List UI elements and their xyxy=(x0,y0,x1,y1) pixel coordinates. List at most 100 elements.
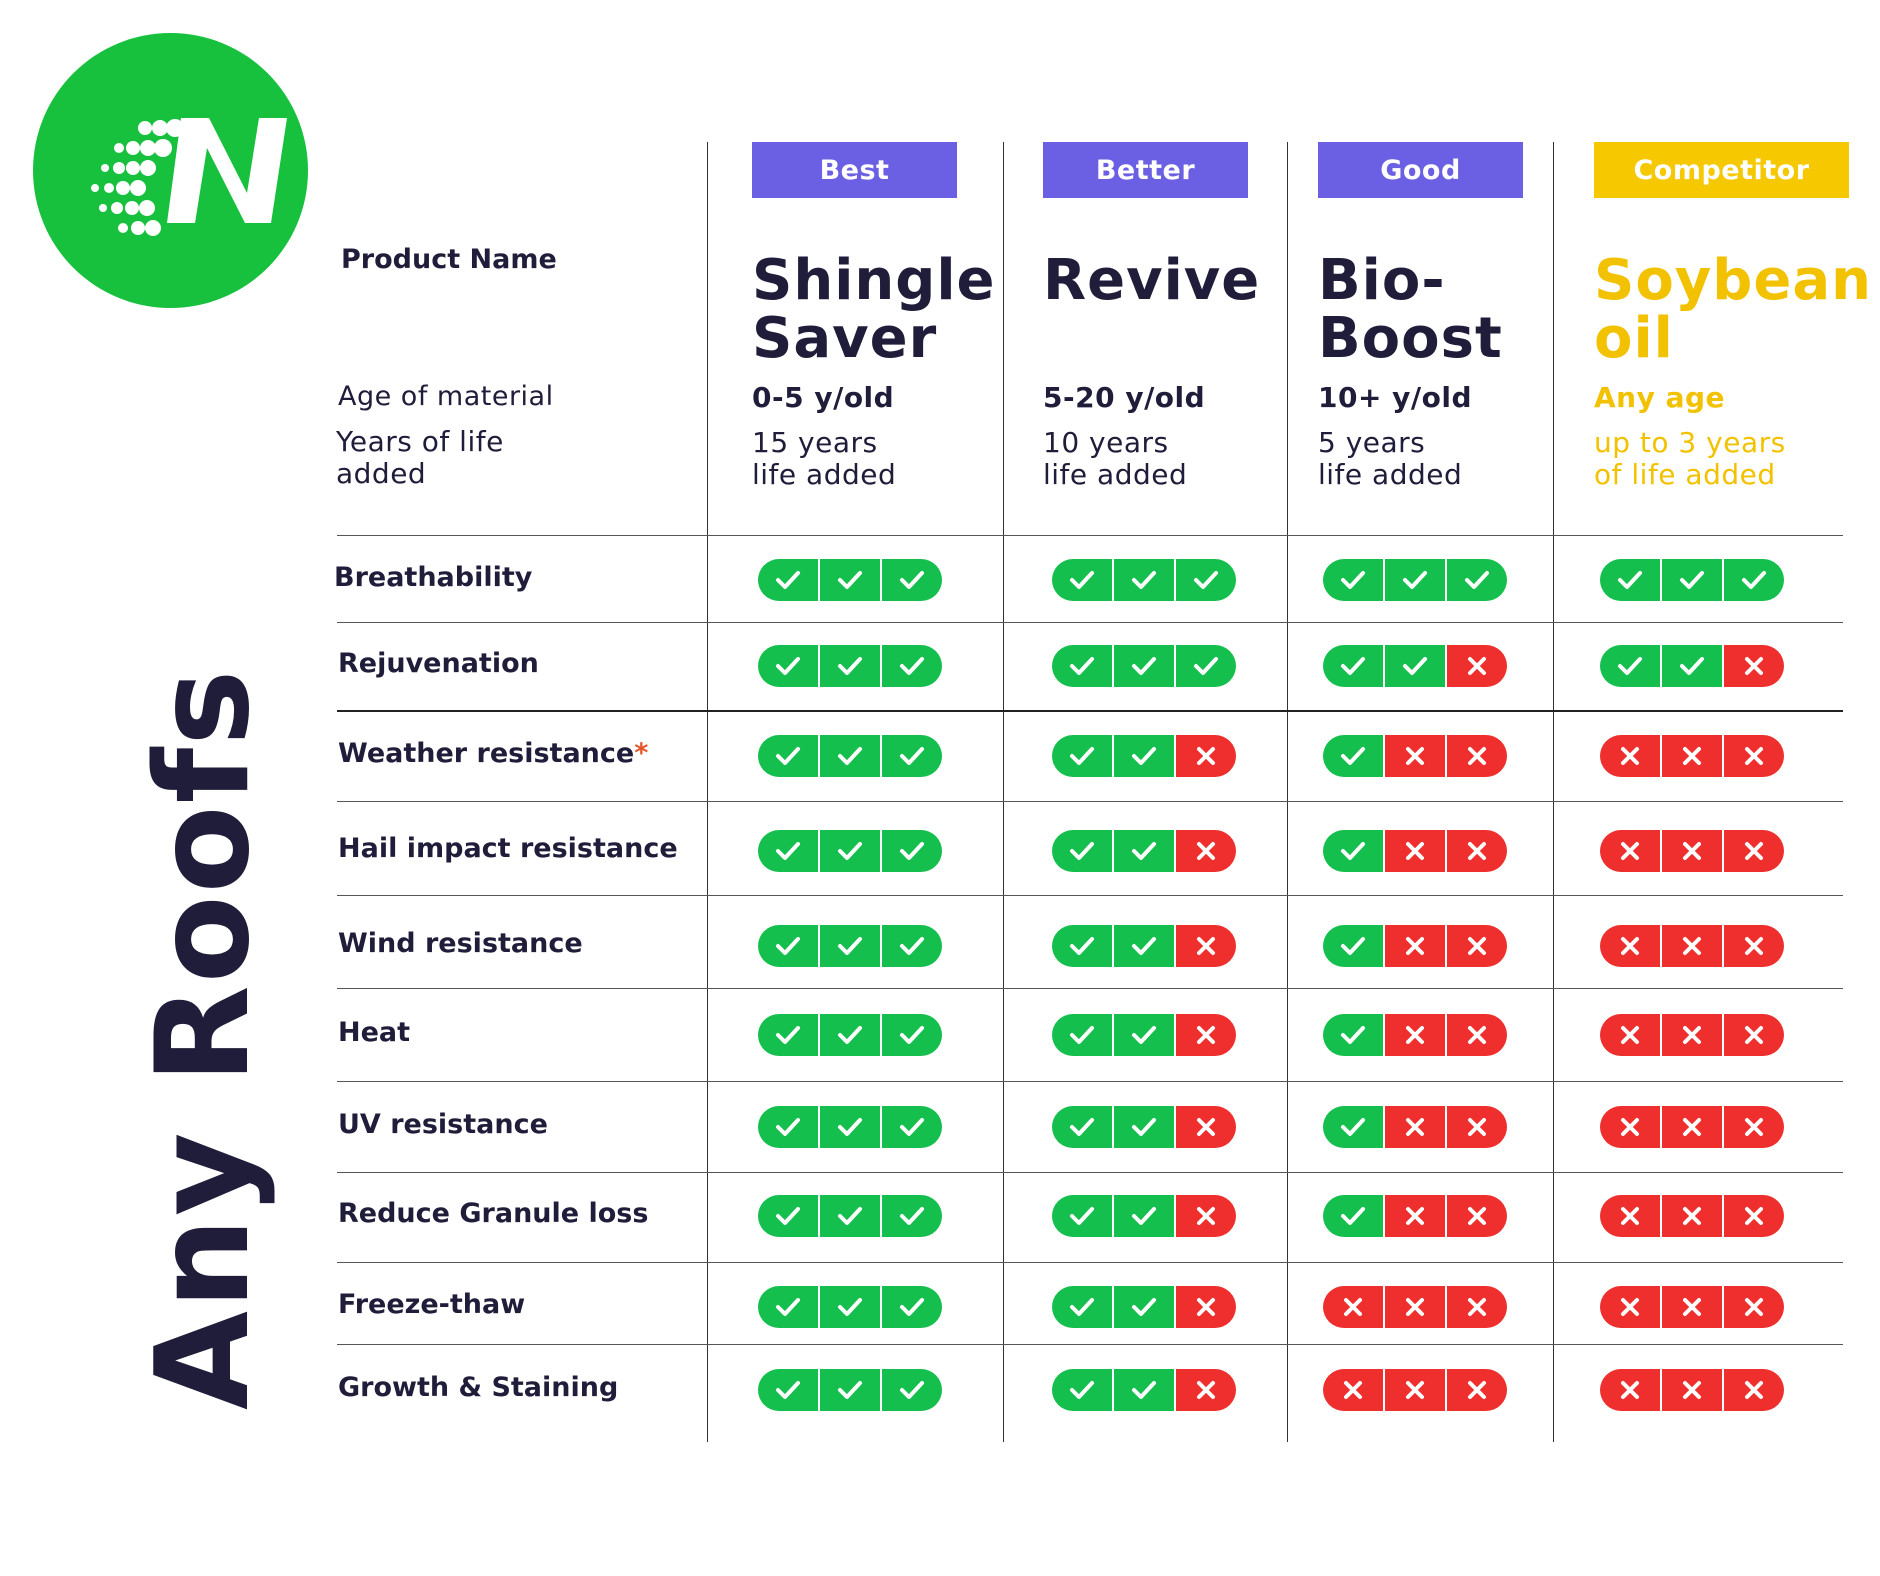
row-label: Breathability xyxy=(334,562,532,593)
life-added-value: 15 years life added xyxy=(752,426,897,491)
check-icon xyxy=(1323,925,1383,967)
rating-pill xyxy=(1600,735,1784,777)
x-icon xyxy=(1445,925,1507,967)
rating-pill xyxy=(1323,1286,1507,1328)
row-label-text: UV resistance xyxy=(338,1109,548,1140)
x-icon xyxy=(1660,735,1722,777)
row-label: Freeze-thaw xyxy=(338,1289,525,1320)
check-icon xyxy=(880,925,942,967)
row-label: Wind resistance xyxy=(338,928,583,959)
rating-pill xyxy=(1600,559,1784,601)
rating-pill xyxy=(1052,1106,1236,1148)
check-icon xyxy=(1323,1106,1383,1148)
life-added-value: 10 years life added xyxy=(1043,426,1188,491)
product-name: Bio- Boost xyxy=(1318,248,1503,371)
x-icon xyxy=(1174,735,1236,777)
check-icon xyxy=(1323,645,1383,687)
check-icon xyxy=(818,1286,880,1328)
side-title: Any Roofs xyxy=(129,667,278,1411)
x-icon xyxy=(1174,1369,1236,1411)
years-of-life-label: Years of life added xyxy=(336,425,504,490)
age-of-material-value: 10+ y/old xyxy=(1318,381,1473,414)
rating-pill xyxy=(1600,1195,1784,1237)
row-label: Rejuvenation xyxy=(338,648,539,679)
check-icon xyxy=(880,1286,942,1328)
rating-pill xyxy=(1600,1106,1784,1148)
rating-pill xyxy=(1323,645,1507,687)
check-icon xyxy=(1112,1369,1174,1411)
tier-badge: Better xyxy=(1043,142,1248,198)
rating-pill xyxy=(1052,1286,1236,1328)
row-divider xyxy=(337,622,1843,623)
row-label-text: Freeze-thaw xyxy=(338,1289,526,1320)
x-icon xyxy=(1660,1195,1722,1237)
rating-pill xyxy=(1323,1014,1507,1056)
rating-pill xyxy=(1052,735,1236,777)
rating-pill xyxy=(1600,1014,1784,1056)
check-icon xyxy=(1600,645,1660,687)
x-icon xyxy=(1600,1369,1660,1411)
check-icon xyxy=(1112,735,1174,777)
check-icon xyxy=(880,1369,942,1411)
row-label-text: Rejuvenation xyxy=(338,648,539,679)
logo-mark-icon xyxy=(91,118,287,236)
x-icon xyxy=(1383,925,1445,967)
x-icon xyxy=(1383,1286,1445,1328)
check-icon xyxy=(758,645,818,687)
rating-pill xyxy=(1323,925,1507,967)
x-icon xyxy=(1445,1014,1507,1056)
age-of-material-value: 5-20 y/old xyxy=(1043,381,1206,414)
check-icon xyxy=(1112,559,1174,601)
product-name: Soybean oil xyxy=(1594,248,1873,371)
row-divider xyxy=(337,1262,1843,1263)
check-icon xyxy=(1052,645,1112,687)
check-icon xyxy=(758,925,818,967)
row-label-text: Growth & Staining xyxy=(338,1372,619,1403)
row-divider xyxy=(337,1172,1843,1173)
life-added-value: up to 3 years of life added xyxy=(1594,426,1786,491)
rating-pill xyxy=(1052,1369,1236,1411)
x-icon xyxy=(1383,1014,1445,1056)
tier-badge: Best xyxy=(752,142,957,198)
row-label: UV resistance xyxy=(338,1109,548,1140)
rating-pill xyxy=(1600,925,1784,967)
row-label: Growth & Staining xyxy=(338,1372,618,1403)
rating-pill xyxy=(758,1014,942,1056)
x-icon xyxy=(1660,830,1722,872)
x-icon xyxy=(1323,1369,1383,1411)
check-icon xyxy=(1112,925,1174,967)
check-icon xyxy=(1383,645,1445,687)
rating-pill xyxy=(758,645,942,687)
x-icon xyxy=(1600,925,1660,967)
check-icon xyxy=(880,559,942,601)
x-icon xyxy=(1174,925,1236,967)
column-divider xyxy=(1003,142,1004,1442)
check-icon xyxy=(880,830,942,872)
check-icon xyxy=(1112,1014,1174,1056)
check-icon xyxy=(818,559,880,601)
check-icon xyxy=(818,1106,880,1148)
x-icon xyxy=(1722,645,1784,687)
x-icon xyxy=(1323,1286,1383,1328)
x-icon xyxy=(1383,735,1445,777)
x-icon xyxy=(1174,830,1236,872)
x-icon xyxy=(1383,1106,1445,1148)
check-icon xyxy=(758,1106,818,1148)
check-icon xyxy=(818,1369,880,1411)
rating-pill xyxy=(1052,1014,1236,1056)
check-icon xyxy=(1660,559,1722,601)
check-icon xyxy=(758,559,818,601)
check-icon xyxy=(880,735,942,777)
column-divider xyxy=(707,142,708,1442)
check-icon xyxy=(880,645,942,687)
x-icon xyxy=(1660,1106,1722,1148)
check-icon xyxy=(880,1106,942,1148)
check-icon xyxy=(758,1195,818,1237)
check-icon xyxy=(1112,1286,1174,1328)
tier-badge: Competitor xyxy=(1594,142,1849,198)
product-name: Revive xyxy=(1043,248,1261,313)
rating-pill xyxy=(1052,830,1236,872)
x-icon xyxy=(1722,1106,1784,1148)
x-icon xyxy=(1722,830,1784,872)
age-of-material-value: 0-5 y/old xyxy=(752,381,895,414)
